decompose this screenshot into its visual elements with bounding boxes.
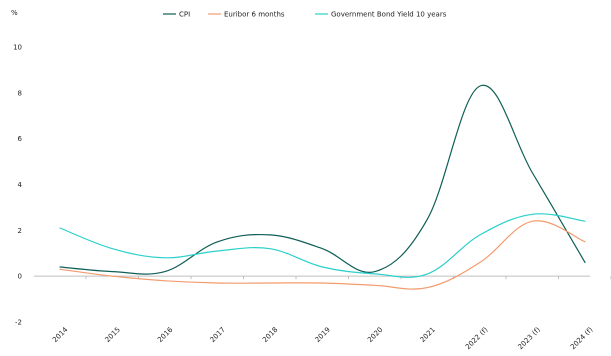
x-tick-label: 2024 (f)	[569, 326, 595, 352]
y-tick-label: 0	[18, 273, 22, 281]
series-line-1	[59, 220, 586, 290]
y-tick-label: -2	[15, 319, 22, 327]
x-axis-ticks: 2014 2015 2016 2017 2018 2019 2020 2021 2022 (f)…	[51, 276, 611, 351]
y-axis-unit-label: %	[11, 9, 18, 17]
x-tick-label: 2021	[419, 326, 437, 344]
legend-label-2: Government Bond Yield 10 years	[331, 11, 447, 19]
chart-series	[59, 84, 586, 290]
y-tick-label: 8	[18, 89, 22, 97]
legend-label-0: CPI	[179, 11, 190, 19]
x-tick-label: 2015	[104, 326, 122, 344]
y-tick-label: 6	[18, 135, 23, 143]
x-tick-label: 2022 (f)	[464, 326, 490, 352]
x-tick-label: 2018	[261, 326, 279, 344]
y-tick-label: 2	[18, 227, 22, 235]
chart-legend: CPI Euribor 6 months Government Bond Yield…	[163, 11, 447, 19]
x-tick-label: 2014	[51, 325, 70, 344]
x-tick-label: 2019	[314, 326, 332, 344]
x-tick-label: 2020	[366, 326, 384, 344]
x-tick-label: 2023 (f)	[516, 326, 542, 352]
series-line-2	[59, 213, 586, 278]
x-tick-label: 2017	[209, 326, 227, 344]
x-tick-label: 2016	[156, 325, 175, 344]
legend-label-1: Euribor 6 months	[224, 11, 285, 19]
y-tick-label: 10	[13, 44, 22, 52]
y-axis-ticks: -2 0 2 4 6 8 10	[13, 44, 22, 327]
y-tick-label: 4	[18, 181, 23, 189]
series-line-0	[59, 84, 586, 275]
